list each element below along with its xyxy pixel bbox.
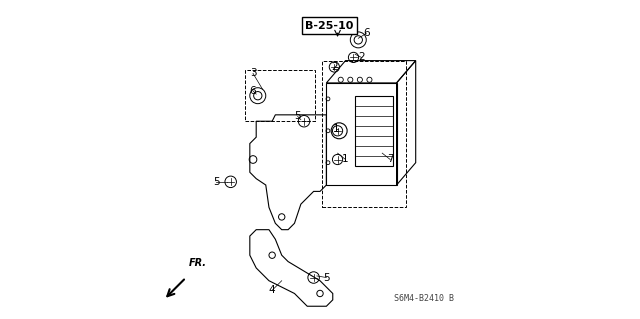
Bar [321,61,406,207]
Text: 6: 6 [363,28,369,39]
Text: S6M4-B2410 B: S6M4-B2410 B [394,294,454,303]
Text: 1: 1 [333,124,339,134]
Text: 3: 3 [250,68,257,78]
Text: 1: 1 [342,154,349,165]
Text: 5: 5 [294,111,301,122]
Bar [245,70,316,121]
Text: 5: 5 [323,272,330,283]
Text: FR.: FR. [189,258,207,268]
Text: 6: 6 [250,86,257,96]
Text: B-25-10: B-25-10 [305,20,354,31]
Text: 2: 2 [331,62,338,72]
Text: 4: 4 [269,285,275,295]
Text: 5: 5 [213,177,220,187]
Text: 7: 7 [387,154,394,165]
Text: 2: 2 [358,52,365,63]
